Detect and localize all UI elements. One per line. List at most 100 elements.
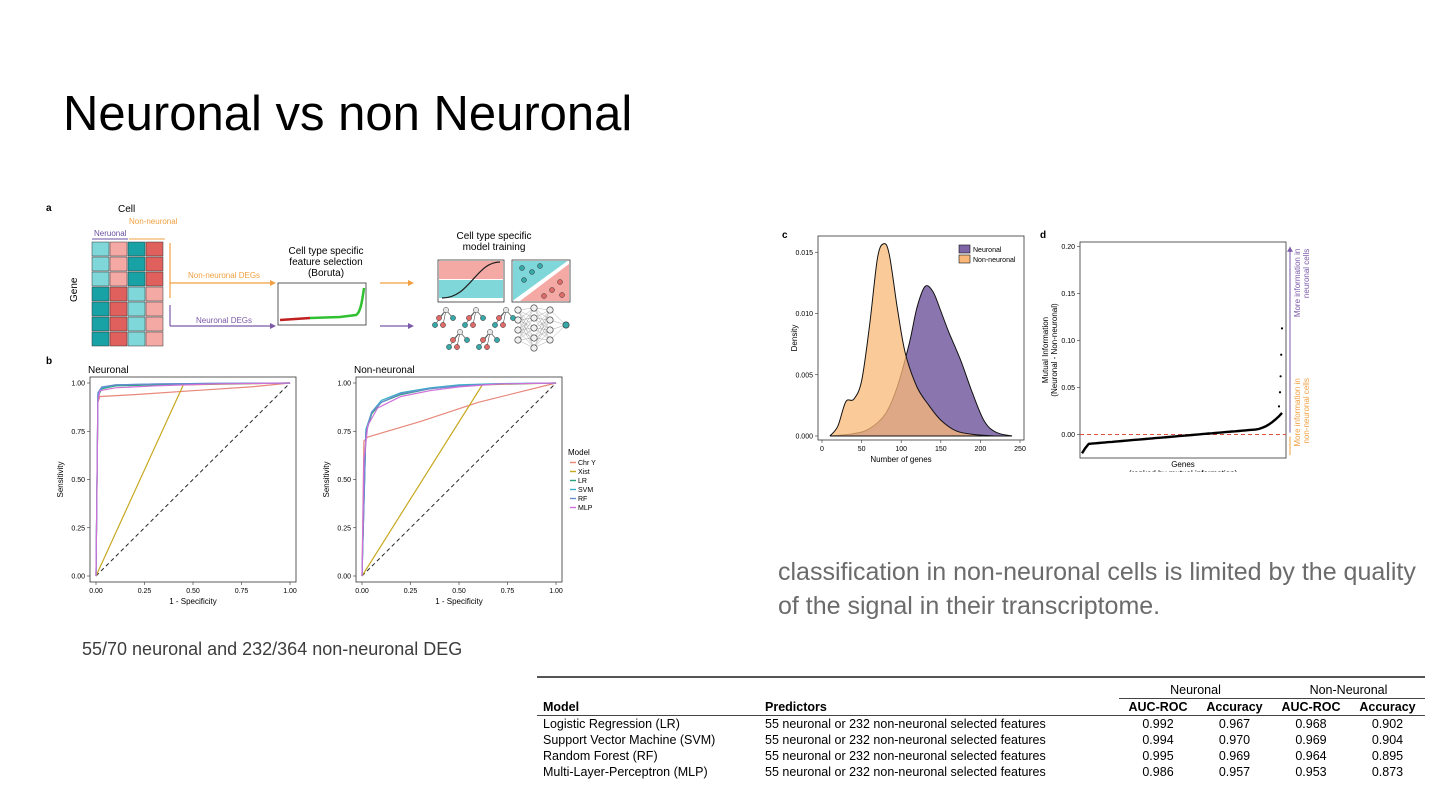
nn-node xyxy=(530,314,538,322)
annotation-neuronal: More information inneuronal cells xyxy=(1293,249,1311,317)
panel-a-label: a xyxy=(46,203,52,214)
nn-node xyxy=(546,336,554,344)
annotation-non-neuronal: More information innon-neuronal cells xyxy=(1293,378,1311,446)
heatmap-cell xyxy=(109,316,128,332)
table-row: Multi-Layer-Perceptron (MLP) 55 neuronal… xyxy=(537,764,1425,780)
value-cell: 0.895 xyxy=(1371,749,1404,763)
heatmap-cell xyxy=(127,256,146,272)
heatmap-cell xyxy=(145,286,164,302)
nn-edge xyxy=(549,324,567,341)
legend-entry: Non-neuronal xyxy=(973,257,1016,264)
y-tick-label: 0.15 xyxy=(1061,291,1075,298)
nn-edge xyxy=(533,309,551,329)
heatmap-cell xyxy=(145,301,164,317)
model-training-line2: model training xyxy=(463,242,526,253)
legend-swatch xyxy=(958,254,971,264)
y-tick-label: 0.20 xyxy=(1061,244,1075,251)
heatmap-cell xyxy=(127,316,146,332)
tree-node xyxy=(484,344,490,350)
x-tick-label: 0 xyxy=(820,446,824,453)
x-axis-label: Genes xyxy=(1171,460,1195,469)
mi-outlier-point xyxy=(1277,405,1281,408)
roc-legend: Model Chr Y Xist LR SVM RF MLP xyxy=(568,448,596,512)
cell-label: Cell xyxy=(118,204,135,215)
heatmap-cell xyxy=(145,316,164,332)
value-cell: 0.969 xyxy=(1218,749,1251,763)
nn-edge xyxy=(533,319,551,349)
feature-selection-line3: (Boruta) xyxy=(308,268,344,279)
model-cell: Support Vector Machine (SVM) xyxy=(543,733,716,747)
y-tick-label: 0.50 xyxy=(337,477,351,484)
nn-node xyxy=(514,336,522,344)
x-tick-label: 1.00 xyxy=(283,588,297,595)
heatmap-cell xyxy=(91,286,110,302)
x-axis-label: 1 - Specificity xyxy=(435,597,483,606)
tree-node xyxy=(476,344,482,350)
heatmap-cell xyxy=(127,286,146,302)
table-row: Random Forest (RF) 55 neuronal or 232 no… xyxy=(537,748,1425,764)
x-tick-label: 250 xyxy=(1014,446,1026,453)
tree-node xyxy=(496,315,502,321)
y-axis-label: Sensitivity xyxy=(56,461,65,497)
value-cell: 0.995 xyxy=(1142,749,1174,763)
x-tick-label: 50 xyxy=(858,446,866,453)
mi-outlier-point xyxy=(1278,391,1282,394)
x-tick-label: 0.75 xyxy=(501,588,515,595)
predictors-cell: 55 neuronal or 232 non-neuronal selected… xyxy=(765,733,1046,747)
expression-heatmap xyxy=(91,241,164,347)
y-tick-label: 0.005 xyxy=(795,372,813,379)
x-tick-label: 0.00 xyxy=(89,588,103,595)
heatmap-cell xyxy=(91,241,110,257)
panel-d-mutual-info: d 0.00 0.05 0.10 0.15 0.20 Genes(ranked by mu… xyxy=(1040,230,1311,472)
value-cell: 0.957 xyxy=(1218,765,1251,779)
y-tick-label: 0.00 xyxy=(337,574,351,581)
y-tick-label: 1.00 xyxy=(337,381,351,388)
nn-node xyxy=(514,306,522,314)
heatmap-cell xyxy=(91,331,110,347)
legend-entry: MLP xyxy=(578,505,593,512)
nn-edge xyxy=(549,309,567,326)
column-header-auc-neuronal: AUC-ROC xyxy=(1128,700,1188,714)
value-cell: 0.968 xyxy=(1295,717,1327,731)
legend-entry: Chr Y xyxy=(578,460,596,467)
legend-title: Model xyxy=(568,448,590,457)
y-tick-label: 1.00 xyxy=(71,381,85,388)
results-table: Neuronal Non-Neuronal Model Predictors A… xyxy=(537,676,1425,786)
mutual-info-chart: 0.00 0.05 0.10 0.15 0.20 Genes(ranked by mutu… xyxy=(1041,241,1311,472)
roc-curve-mlp xyxy=(361,382,557,577)
neuronal-degs-label: Neuronal DEGs xyxy=(196,316,252,325)
x-tick-label: 0.50 xyxy=(186,588,200,595)
heatmap-cell xyxy=(127,271,146,287)
feature-selection-line2: feature selection xyxy=(289,257,362,268)
roc-curve-mlp xyxy=(95,382,291,577)
panel-a-schematic: a Cell Neruonal Non-neuronal Gene Non-ne… xyxy=(46,203,571,352)
panel-d-label: d xyxy=(1040,230,1046,241)
tree-node xyxy=(487,329,493,335)
nn-node xyxy=(546,326,554,334)
y-tick-label: 0.010 xyxy=(795,311,813,318)
nn-node xyxy=(514,316,522,324)
feature-selection-line1: Cell type specific xyxy=(288,246,363,257)
non-neuronal-column-label: Non-neuronal xyxy=(129,217,178,226)
random-forest-icon xyxy=(432,307,516,350)
mi-frame xyxy=(1079,241,1287,459)
column-header-predictors: Predictors xyxy=(765,699,827,714)
y-axis-label: Mutual Information xyxy=(1041,317,1050,383)
value-cell: 0.970 xyxy=(1218,733,1251,747)
panel-c-label: c xyxy=(782,230,788,241)
y-tick-label: 0.05 xyxy=(1061,385,1075,392)
neuronal-arrowhead xyxy=(1287,246,1293,252)
non-neuronal-degs-label: Non-neuronal DEGs xyxy=(188,271,260,280)
tree-node xyxy=(436,315,442,321)
heatmap-cell xyxy=(127,241,146,257)
tree-node xyxy=(464,337,470,343)
x-tick-label: 100 xyxy=(895,446,907,453)
tree-node xyxy=(473,307,479,313)
column-header-model: Model xyxy=(543,699,580,714)
heatmap-cell xyxy=(109,241,128,257)
value-cell: 0.967 xyxy=(1218,717,1251,731)
tree-node xyxy=(480,315,486,321)
y-tick-label: 0.000 xyxy=(795,434,813,441)
tree-node xyxy=(503,307,509,313)
tree-node xyxy=(432,322,438,328)
